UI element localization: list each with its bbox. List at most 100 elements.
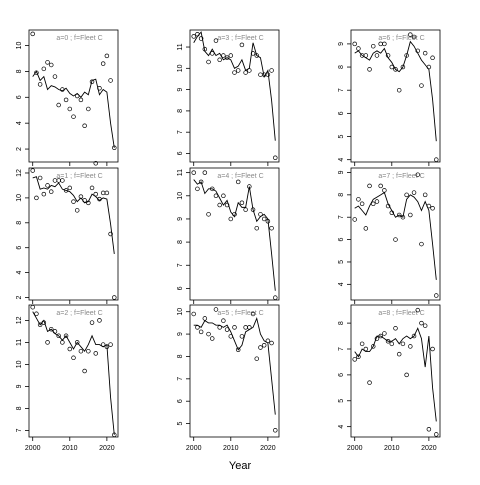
observed-point [385, 203, 391, 209]
panel-frame [189, 304, 280, 438]
y-tick-label: 6 [338, 238, 345, 242]
observed-point [34, 311, 39, 317]
observed-point [224, 55, 230, 60]
y-tick-label: 6 [177, 286, 184, 290]
panel-3: 6 7 8 9 10 11 a=3 ; f=Fleet C [177, 29, 280, 166]
observed-point [400, 64, 406, 70]
panel-frame [189, 29, 280, 163]
observed-point [408, 212, 413, 218]
observed-point [97, 318, 102, 323]
observed-point [419, 83, 424, 88]
observed-point [45, 183, 50, 188]
panel-5: 5 6 7 8 9 10 2000 2010 2020 a=5 ; f=Fleet C [177, 304, 280, 452]
observed-point [41, 66, 47, 72]
y-tick-label: 9 [177, 88, 184, 92]
observed-point [37, 82, 43, 87]
observed-point [374, 199, 380, 204]
observed-point [378, 41, 383, 47]
observed-point [108, 231, 113, 237]
observed-point [228, 334, 234, 339]
observed-point [104, 190, 110, 196]
observed-point [389, 64, 395, 70]
observed-point [400, 214, 406, 220]
observed-point [86, 348, 91, 354]
observed-point [408, 32, 413, 37]
observed-point [374, 336, 380, 341]
observed-point [359, 341, 365, 347]
observed-point [352, 41, 357, 47]
observed-point [195, 186, 200, 192]
y-tick-label: 8 [338, 193, 345, 197]
panel-label: a=0 ; f=Fleet C [56, 35, 102, 42]
x-axis-title: Year [228, 460, 252, 472]
observed-point [434, 432, 439, 437]
y-tick-label: 2 [16, 295, 23, 299]
y-tick-label: 6 [338, 111, 345, 115]
observed-point [74, 93, 80, 99]
observed-point [258, 72, 263, 77]
observed-point [93, 351, 98, 356]
fitted-line [32, 176, 115, 254]
observed-point [202, 170, 208, 175]
panel-frame [28, 304, 119, 438]
observed-point [408, 344, 413, 349]
x-tick-label: 2010 [62, 445, 78, 452]
y-tick-label: 7 [177, 130, 184, 134]
observed-point [419, 241, 424, 247]
panel-label: a=8 ; f=Fleet C [378, 310, 424, 317]
observed-point [273, 155, 278, 160]
observed-point [363, 346, 369, 352]
y-tick-label: 7 [177, 263, 184, 267]
observed-point [273, 295, 278, 300]
y-tick-label: 4 [16, 121, 23, 125]
y-tick-label: 12 [16, 169, 23, 177]
y-tick-label: 6 [16, 95, 23, 99]
observed-point [112, 432, 117, 438]
observed-point [247, 325, 252, 330]
y-tick-label: 9 [177, 332, 184, 336]
y-tick-label: 6 [16, 246, 23, 250]
y-tick-label: 10 [177, 192, 184, 200]
observed-point [60, 87, 65, 92]
observed-point [45, 60, 50, 65]
observed-point [191, 311, 196, 317]
observed-point [195, 325, 200, 330]
observed-point [206, 59, 211, 65]
observed-point [89, 185, 95, 191]
y-tick-label: 10 [16, 360, 23, 368]
observed-point [210, 51, 215, 56]
observed-point [367, 380, 372, 385]
y-tick-label: 5 [177, 422, 184, 426]
observed-point [232, 212, 237, 217]
y-tick-label: 2 [16, 147, 23, 151]
observed-point [411, 333, 417, 339]
panel-6: 4 5 6 7 8 9 a=6 ; f=Fleet C [338, 29, 441, 166]
y-tick-label: 8 [16, 406, 23, 410]
observed-point [235, 347, 241, 353]
observed-point [198, 36, 204, 41]
observed-point [430, 346, 435, 352]
observed-point [45, 340, 50, 345]
y-tick-label: 5 [338, 399, 345, 403]
observed-point [82, 123, 87, 129]
observed-point [78, 97, 84, 103]
y-tick-label: 6 [338, 373, 345, 377]
observed-point [60, 340, 65, 345]
panel-2: 7 8 9 10 11 12 2000 2010 2020 a=2 ; f=Fleet C [16, 304, 119, 452]
observed-point [30, 304, 35, 310]
observed-point [228, 53, 234, 58]
observed-point [74, 208, 80, 213]
x-tick-label: 2020 [260, 445, 276, 452]
observed-point [254, 53, 260, 58]
observed-point [258, 345, 263, 350]
panel-frame [350, 167, 441, 301]
observed-point [247, 68, 252, 73]
panel-8: 4 5 6 7 8 2000 2010 2020 a=8 ; f=Fleet C [338, 304, 441, 452]
observed-point [191, 34, 196, 39]
observed-point [422, 192, 428, 198]
observed-point [426, 64, 432, 70]
observed-point [34, 70, 39, 75]
panel-label: a=5 ; f=Fleet C [217, 310, 263, 317]
observed-point [206, 212, 211, 217]
observed-point [71, 355, 76, 361]
